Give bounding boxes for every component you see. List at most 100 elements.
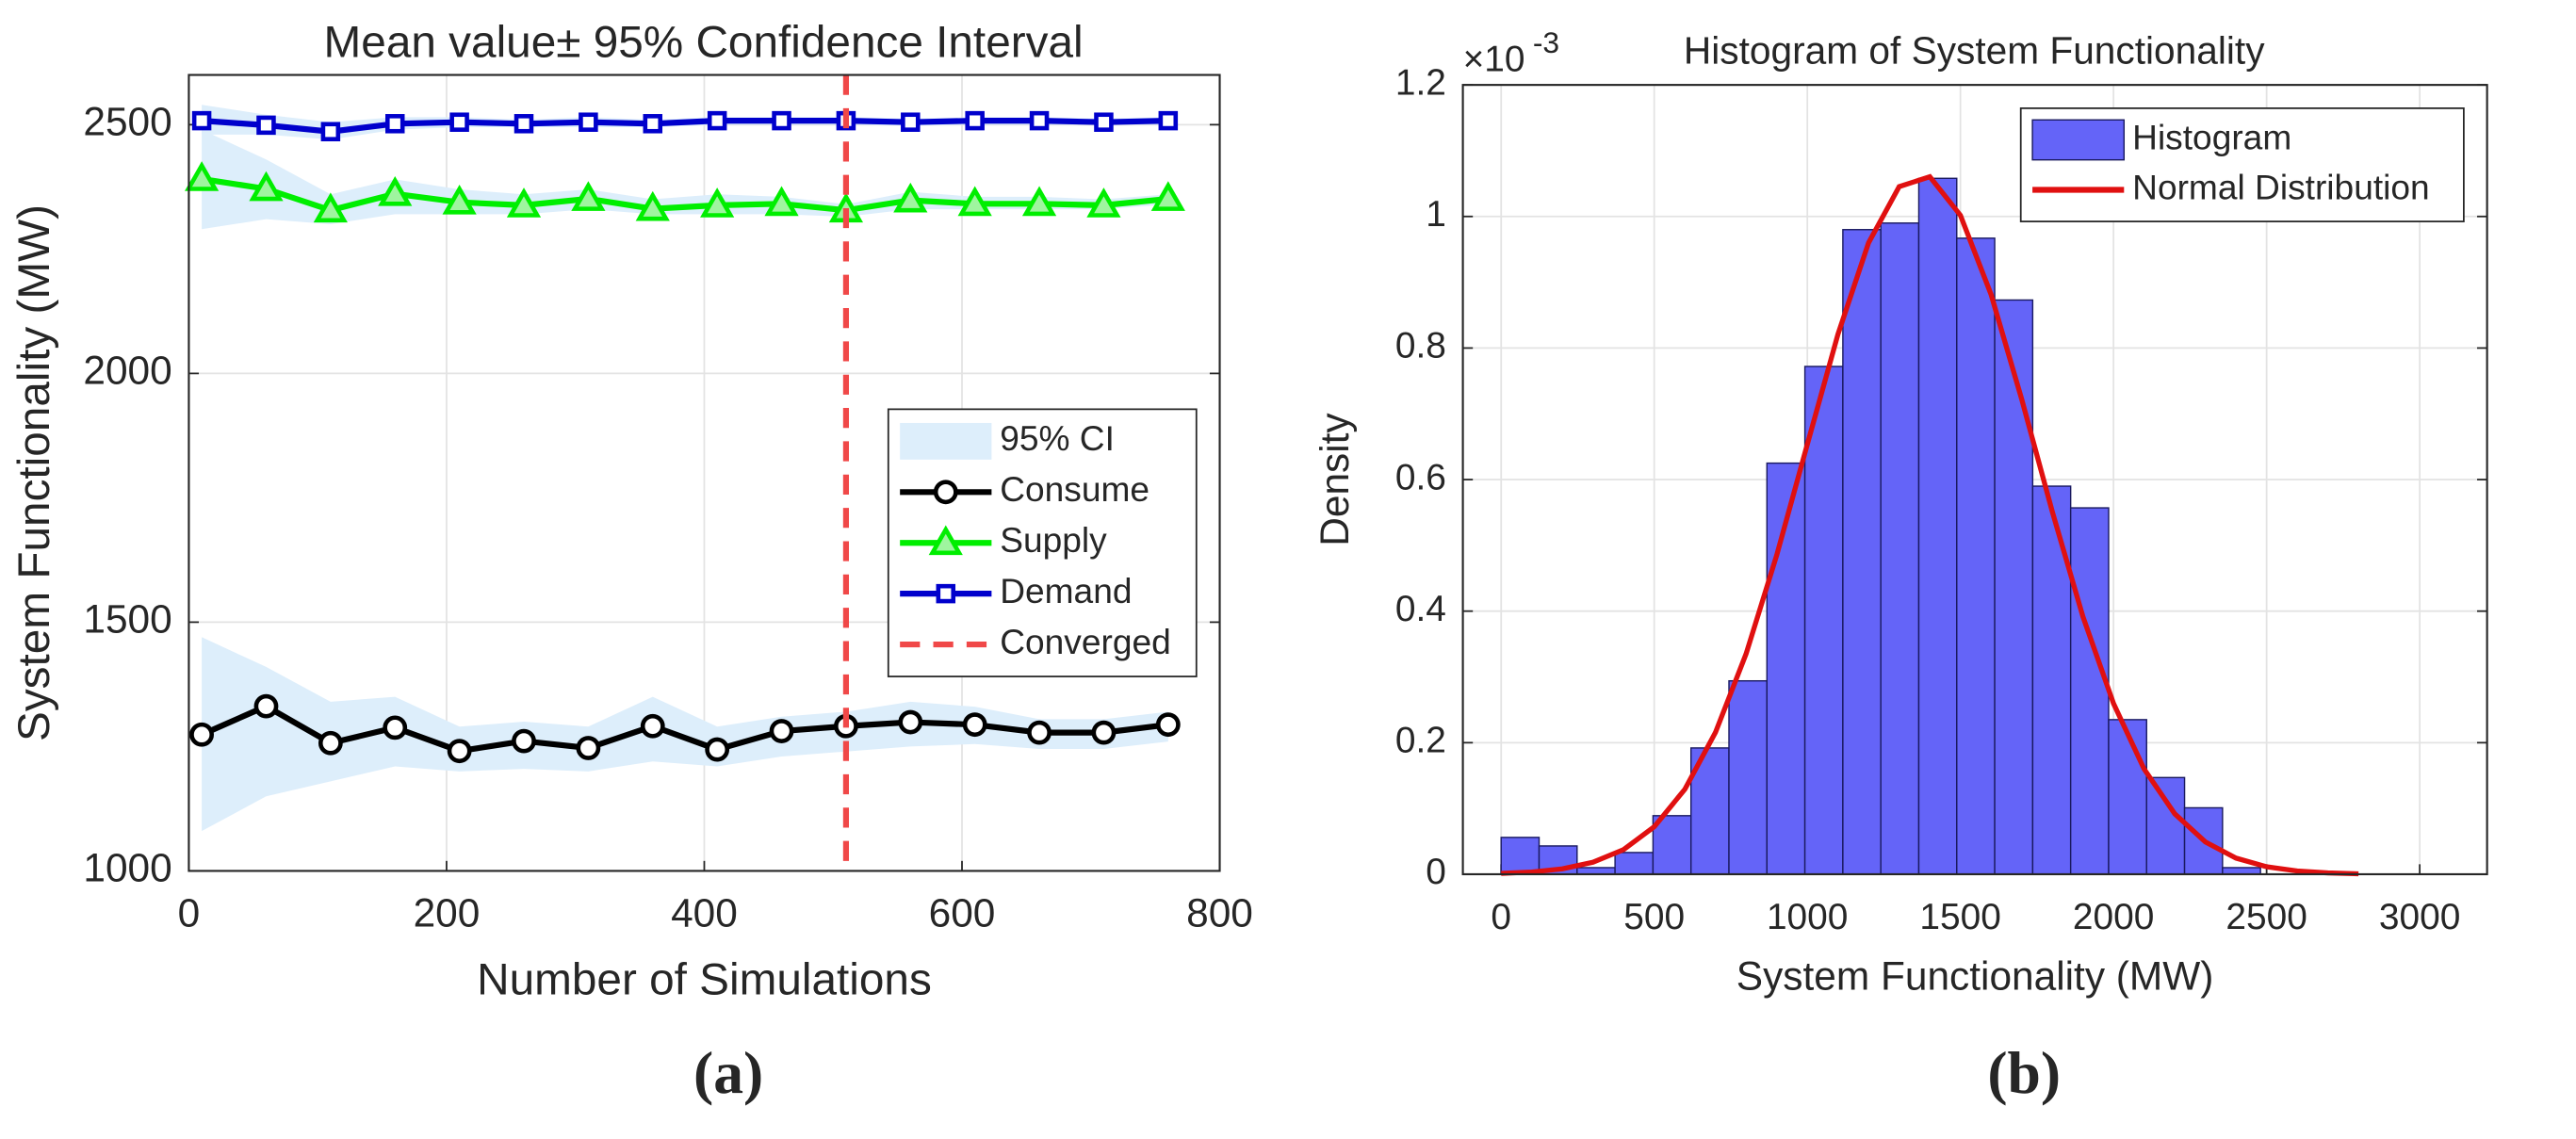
marker — [962, 712, 987, 738]
y-tick-label: 2000 — [83, 349, 171, 393]
axes-box — [187, 73, 1221, 872]
y-tick-label: 0.8 — [1395, 326, 1446, 366]
legend-label: Normal Distribution — [2132, 167, 2430, 206]
marker — [772, 110, 791, 131]
marker — [576, 736, 601, 760]
marker — [1094, 112, 1114, 132]
y-tick-label: 1000 — [83, 846, 171, 890]
legend-label: Demand — [1000, 571, 1132, 610]
bar — [1842, 229, 1882, 875]
marker — [1086, 187, 1121, 218]
x-tick-label: 3000 — [2379, 897, 2460, 937]
x-tick-label: 2500 — [2225, 897, 2307, 937]
x-tick-label: 0 — [178, 890, 201, 935]
y-tick-label: 1500 — [83, 597, 171, 642]
bar — [2108, 719, 2147, 875]
y-tick-label: 0.2 — [1395, 721, 1446, 761]
x-tick-label: 800 — [1186, 890, 1253, 935]
marker — [320, 122, 341, 141]
chart-title: Mean value± 95% Confidence Interval — [324, 17, 1084, 67]
legend-swatch — [2031, 119, 2126, 161]
marker — [764, 186, 799, 217]
x-tick-label: 600 — [929, 890, 996, 935]
marker — [378, 175, 413, 206]
marker — [383, 715, 408, 740]
marker — [1158, 110, 1179, 131]
marker — [1027, 720, 1052, 745]
x-axis-label: Number of Simulations — [477, 954, 932, 1004]
bar — [1803, 366, 1844, 875]
y-multiplier-exponent: -3 — [1533, 25, 1559, 59]
y-tick-label: 1.2 — [1395, 62, 1446, 103]
axes-box — [1461, 84, 2488, 876]
marker — [635, 190, 670, 221]
marker — [313, 192, 348, 223]
marker — [514, 114, 534, 134]
bar — [1917, 177, 1958, 875]
marker — [189, 722, 215, 747]
legend-swatch — [900, 422, 992, 460]
marker — [928, 525, 963, 556]
marker — [901, 112, 921, 132]
legend-label: Histogram — [2132, 117, 2291, 156]
x-tick-label: 400 — [671, 890, 738, 935]
x-tick-label: 1000 — [1767, 897, 1848, 937]
bar — [1614, 852, 1655, 875]
panel-label: (b) — [1987, 1039, 2061, 1106]
x-tick-label: 0 — [1491, 897, 1511, 937]
marker — [965, 110, 985, 131]
bar — [1766, 462, 1806, 875]
marker — [442, 184, 477, 215]
legend-label: Converged — [1000, 622, 1171, 661]
normal-curve — [1501, 173, 2359, 877]
marker — [449, 112, 469, 132]
marker — [640, 713, 665, 739]
legend-label: 95% CI — [1000, 418, 1115, 458]
y-axis-label: System Functionality (MW) — [9, 204, 59, 741]
marker — [579, 112, 598, 132]
y-tick-label: 0.6 — [1395, 457, 1446, 497]
x-axis-label: System Functionality (MW) — [1736, 954, 2214, 999]
y-multiplier: ×10 — [1463, 40, 1525, 80]
panel-label: (a) — [693, 1039, 763, 1106]
marker — [384, 114, 405, 134]
marker — [249, 171, 284, 202]
bar — [1956, 237, 1996, 875]
y-tick-label: 1 — [1426, 194, 1446, 235]
marker — [893, 182, 928, 213]
marker — [253, 693, 279, 719]
marker — [184, 161, 220, 191]
marker — [512, 728, 536, 754]
marker — [256, 115, 276, 136]
marker — [1091, 720, 1117, 745]
marker — [506, 187, 542, 218]
marker — [318, 730, 343, 756]
legend-label: Supply — [1000, 520, 1107, 560]
x-tick-label: 2000 — [2073, 897, 2154, 937]
marker — [933, 480, 958, 505]
x-tick-label: 500 — [1623, 897, 1685, 937]
bar — [1728, 679, 1768, 875]
line — [201, 175, 1169, 214]
marker — [707, 110, 727, 131]
marker — [936, 583, 956, 604]
bar — [2145, 776, 2186, 875]
ci-band — [202, 637, 1168, 832]
chart-title: Histogram of System Functionality — [1684, 28, 2265, 72]
marker — [571, 181, 606, 211]
line — [201, 118, 1168, 135]
bar — [2069, 507, 2110, 875]
y-tick-label: 2500 — [83, 100, 171, 144]
marker — [1155, 712, 1181, 738]
marker — [1029, 110, 1050, 131]
marker — [1150, 181, 1185, 211]
bar — [2031, 485, 2072, 875]
y-tick-label: 0 — [1426, 852, 1446, 892]
y-axis-label: Density — [1312, 413, 1357, 546]
marker — [957, 186, 992, 217]
legend-label: Consume — [1000, 469, 1149, 509]
marker — [898, 709, 923, 735]
bar — [1652, 815, 1692, 875]
ci-band — [202, 129, 1168, 230]
